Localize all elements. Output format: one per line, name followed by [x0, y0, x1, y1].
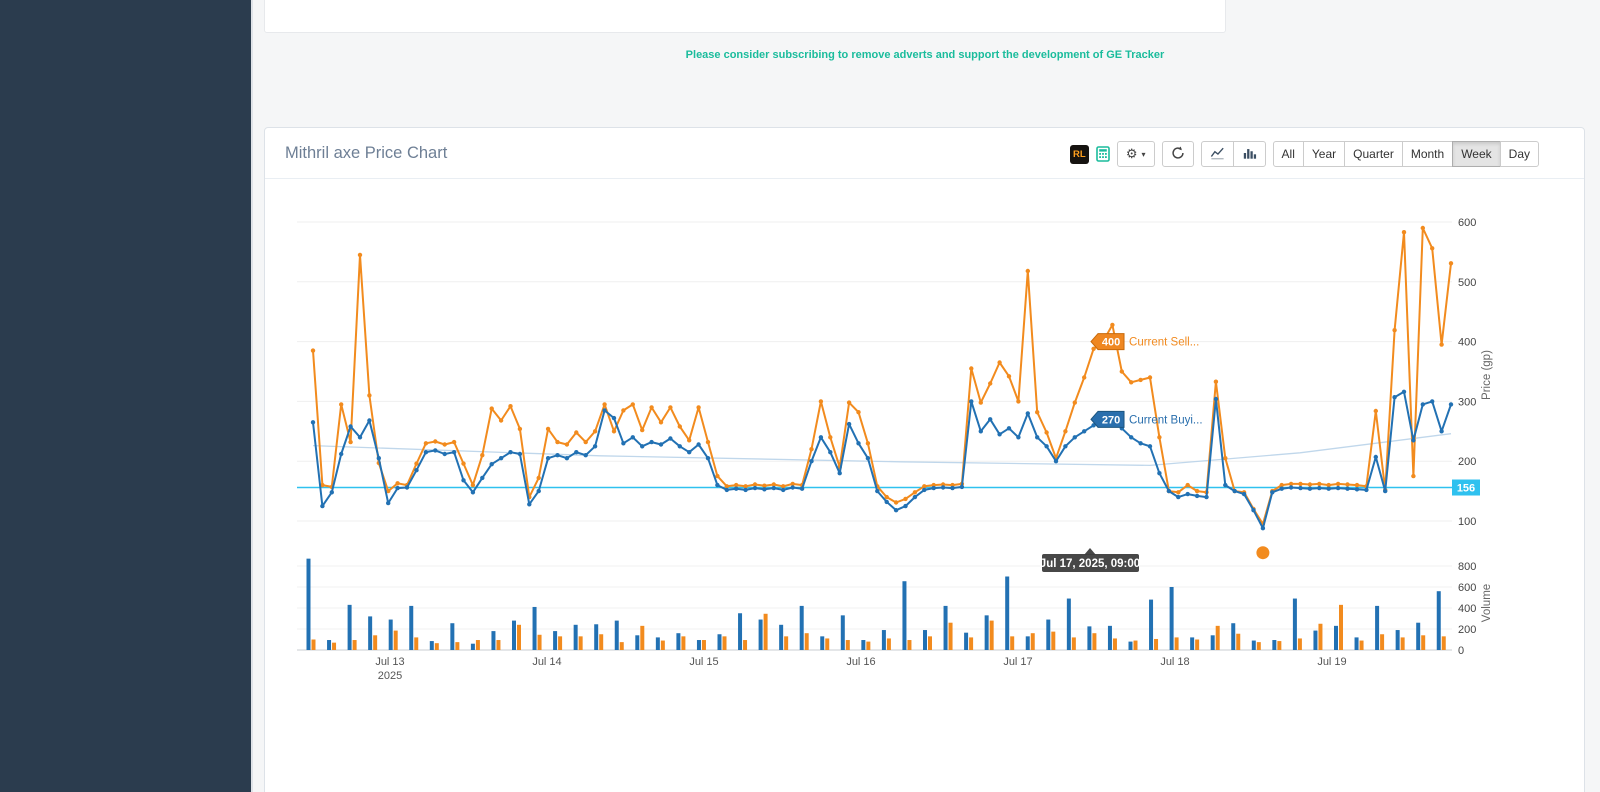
runelite-icon[interactable]: RL — [1069, 144, 1089, 164]
range-month-button[interactable]: Month — [1401, 141, 1454, 167]
chart-card-header: Mithril axe Price Chart RL — [265, 128, 1584, 179]
sidebar — [0, 0, 253, 792]
chart-toolbar: RL ⚙ ▾ — [1069, 141, 1539, 167]
line-chart-icon — [1210, 146, 1225, 163]
column-chart-icon — [1242, 146, 1257, 163]
chevron-down-icon: ▾ — [1141, 149, 1146, 159]
range-week-button[interactable]: Week — [1452, 141, 1501, 167]
range-quarter-button[interactable]: Quarter — [1344, 141, 1403, 167]
range-all-button[interactable]: All — [1272, 141, 1304, 167]
refresh-icon — [1171, 146, 1185, 163]
column-chart-button[interactable] — [1232, 141, 1266, 167]
range-group: All Year Quarter Month Week Day — [1272, 141, 1539, 167]
subscribe-notice: Please consider subscribing to remove ad… — [264, 45, 1586, 63]
range-year-button[interactable]: Year — [1302, 141, 1346, 167]
top-card — [264, 0, 1226, 33]
settings-dropdown-button[interactable]: ⚙ ▾ — [1116, 141, 1155, 167]
calculator-icon[interactable] — [1096, 146, 1110, 162]
gear-icon: ⚙ — [1125, 146, 1138, 161]
page-title: Mithril axe Price Chart — [285, 144, 448, 162]
line-chart-button[interactable] — [1200, 141, 1234, 167]
chart-card: Mithril axe Price Chart RL — [264, 127, 1585, 792]
subscribe-link[interactable]: Please consider subscribing to remove ad… — [685, 49, 1165, 61]
chart-type-group — [1200, 141, 1266, 167]
range-day-button[interactable]: Day — [1499, 141, 1539, 167]
refresh-button[interactable] — [1161, 141, 1194, 167]
